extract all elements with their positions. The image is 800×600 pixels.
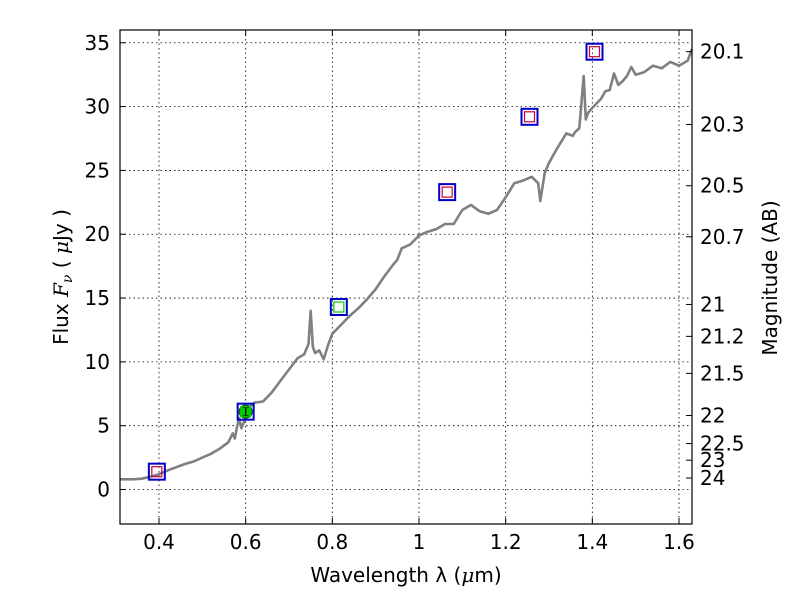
y2-tick-label: 20.1: [700, 40, 745, 64]
y-tick-label: 15: [85, 286, 110, 310]
y2-tick-label: 23: [700, 448, 725, 472]
plot-frame: [119, 29, 693, 525]
y2-tick-label: 22: [700, 403, 725, 427]
y2-axis-label: Magnitude (AB): [758, 200, 782, 355]
y-tick-label: 30: [85, 95, 110, 119]
model-box-inner: [151, 466, 163, 478]
y-axis-label: Flux Fν ( μJy ): [49, 209, 76, 345]
y2-tick-label: 20.7: [700, 225, 745, 249]
model-box-outer: [438, 183, 457, 202]
x-tick-label: 1: [413, 530, 426, 554]
y2-tick-label: 21.5: [700, 361, 745, 385]
x-tick-label: 0.8: [316, 530, 348, 554]
grid: [120, 30, 692, 524]
model-box-inner: [441, 186, 453, 198]
marker-layer: [147, 42, 604, 481]
x-tick-label: 0.4: [143, 530, 175, 554]
y2-tick-label: 20.5: [700, 174, 745, 198]
ticks: 0.4 0.6 0.8 1 1.2 1.4 1.6 0 5 10 15 20 25 30 35 20.1 20.…: [85, 30, 745, 554]
model-box-outer: [585, 42, 604, 61]
model-box-outer: [147, 462, 166, 481]
x-tick-label: 1.4: [576, 530, 608, 554]
model-box-inner: [588, 46, 601, 58]
series-line-0: [120, 48, 694, 481]
y2-tick-label: 22.5: [700, 432, 745, 456]
y-tick-label: 25: [85, 158, 110, 182]
x-axis-label: Wavelength λ (μm): [310, 563, 501, 587]
y2-tick-label: 21: [700, 292, 725, 316]
y-tick-label: 5: [97, 414, 110, 438]
y-tick-label: 10: [85, 350, 110, 374]
model-box-outer: [520, 107, 539, 126]
model-box-outer: [329, 297, 348, 316]
model-box-inner: [333, 301, 345, 313]
x-tick-label: 0.6: [230, 530, 262, 554]
y2-tick-label: 21.2: [700, 324, 745, 348]
model-box-inner: [240, 406, 252, 418]
x-tick-label: 1.6: [663, 530, 695, 554]
x-tick-label: 1.2: [490, 530, 522, 554]
y2-tick-label: 20.3: [700, 112, 745, 136]
series-layer: [120, 48, 694, 481]
model-box-inner: [523, 111, 536, 123]
model-box-outer: [236, 402, 255, 421]
y-tick-label: 20: [85, 222, 110, 246]
y-tick-label: 0: [97, 478, 110, 502]
y-tick-label: 35: [85, 31, 110, 55]
y2-tick-label: 24: [700, 466, 725, 490]
